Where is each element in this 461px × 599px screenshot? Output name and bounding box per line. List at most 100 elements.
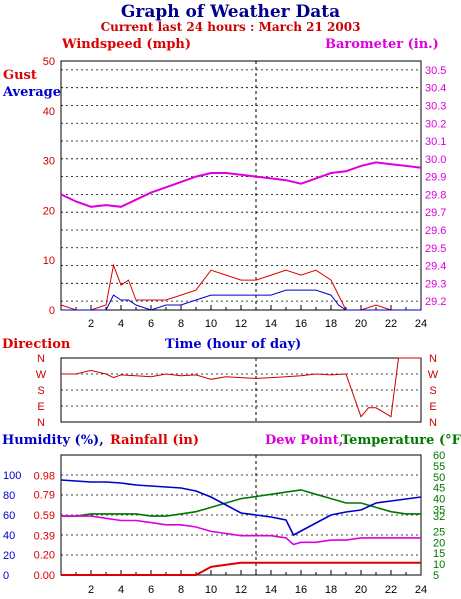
direction-tick-label: S [429,385,436,397]
barometer-axis-label: Barometer (in.) [325,37,439,52]
time-tick-label: 8 [178,318,184,330]
humidity-tick-label: 20 [3,550,15,562]
humidity-tick-label: 0 [3,570,9,582]
temperature-tick-label: 35 [433,505,445,517]
humidity-tick-label: 80 [3,490,15,502]
temperature-series-line [61,489,421,517]
barometer-tick-label: 29.2 [425,296,446,308]
direction-tick-label: N [37,353,45,365]
time-tick-label: 6 [148,318,154,330]
gust-series-line [60,263,421,311]
rainfall-legend-label: Rainfall (in) [110,433,200,448]
barometer-tick-label: 29.8 [425,189,446,201]
direction-tick-label: E [37,401,44,413]
rainfall-tick-label: 0.98 [34,470,55,482]
temperature-tick-label: 20 [433,537,445,549]
rainfall-series-line [61,561,421,576]
time-tick-label: 14 [265,318,277,330]
time-tick-label: 12 [235,318,247,330]
time-tick-label: 10 [205,318,217,330]
time-tick-label: 24 [415,318,427,330]
rainfall-tick-label: 0.20 [34,550,55,562]
temperature-tick-label: 15 [433,548,445,560]
windspeed-tick-label: 20 [43,205,55,217]
humidity-series-line [60,479,422,537]
time-tick-label: 2 [88,318,94,330]
windspeed-tick-label: 0 [49,305,55,317]
temperature-tick-label: 45 [433,483,445,495]
time-tick-label: 14 [265,584,277,596]
direction-series-line [61,357,421,418]
windspeed-tick-label: 10 [43,255,55,267]
dewpoint-series-line [61,515,421,546]
time-tick-label: 24 [415,584,427,596]
windspeed-tick-label: 40 [43,106,55,118]
average-series-line [61,289,421,311]
time-axis-label: Time (hour of day) [165,337,302,352]
page-title: Graph of Weather Data [120,2,341,22]
humidity-tick-label: 60 [3,510,15,522]
time-tick-label: 2 [88,584,94,596]
time-tick-label: 4 [118,318,124,330]
direction-tick-label: S [37,385,44,397]
direction-tick-label: N [429,353,437,365]
barometer-tick-label: 29.4 [425,261,446,273]
page-subtitle: Current last 24 hours : March 21 2003 [100,20,361,34]
barometer-tick-label: 29.6 [425,225,446,237]
barometer-tick-label: 29.9 [425,172,446,184]
temperature-tick-label: 55 [433,461,445,473]
barometer-tick-label: 30.0 [425,154,446,166]
temperature-tick-label: 40 [433,494,445,506]
rainfall-tick-label: 0.59 [34,510,55,522]
barometer-tick-label: 30.3 [425,100,446,112]
time-tick-label: 18 [325,584,337,596]
humidity-tick-label: 40 [3,530,15,542]
windspeed-axis-label: Windspeed (mph) [62,37,192,52]
gust-legend-label: Gust [3,68,37,83]
temperature-tick-label: 10 [433,559,445,571]
direction-tick-label: N [429,417,437,429]
humidity-tick-label: 100 [3,470,21,482]
wind-plot-frame [60,60,422,311]
average-legend-label: Average [3,85,62,100]
dewpoint-legend-label: Dew Point, [265,433,344,448]
time-tick-label: 20 [355,584,367,596]
time-tick-label: 16 [295,584,307,596]
barometer-tick-label: 29.7 [425,207,446,219]
temperature-tick-label: 25 [433,526,445,538]
time-tick-label: 20 [355,318,367,330]
humidity-legend-label: Humidity (%), [2,433,104,448]
time-tick-label: 16 [295,318,307,330]
time-tick-label: 22 [385,584,397,596]
time-tick-label: 10 [205,584,217,596]
time-tick-label: 12 [235,584,247,596]
windspeed-tick-label: 30 [43,156,55,168]
temperature-legend-label: Temperature (°F) [341,433,461,448]
direction-tick-label: N [37,417,45,429]
direction-plot-frame [60,357,422,423]
barometer-series-line [60,161,422,208]
rainfall-tick-label: 0.39 [34,530,55,542]
time-tick-label: 4 [118,584,124,596]
time-tick-label: 22 [385,318,397,330]
time-tick-label: 18 [325,318,337,330]
windspeed-tick-label: 50 [43,56,55,68]
time-tick-label: 6 [148,584,154,596]
direction-tick-label: E [429,401,436,413]
temperature-tick-label: 32 [433,511,445,523]
barometer-tick-label: 30.5 [425,65,446,77]
barometer-tick-label: 30.4 [425,83,446,95]
direction-title: Direction [2,337,71,352]
temperature-tick-label: 50 [433,472,445,484]
time-tick-label: 8 [178,584,184,596]
temperature-tick-label: 5 [433,570,439,582]
direction-tick-label: W [36,369,47,381]
rainfall-tick-label: 0.79 [34,490,55,502]
barometer-tick-label: 30.2 [425,118,446,130]
temperature-tick-label: 60 [433,450,445,462]
direction-tick-label: W [428,369,439,381]
barometer-tick-label: 29.3 [425,278,446,290]
barometer-tick-label: 29.5 [425,243,446,255]
rainfall-tick-label: 0.00 [34,570,55,582]
